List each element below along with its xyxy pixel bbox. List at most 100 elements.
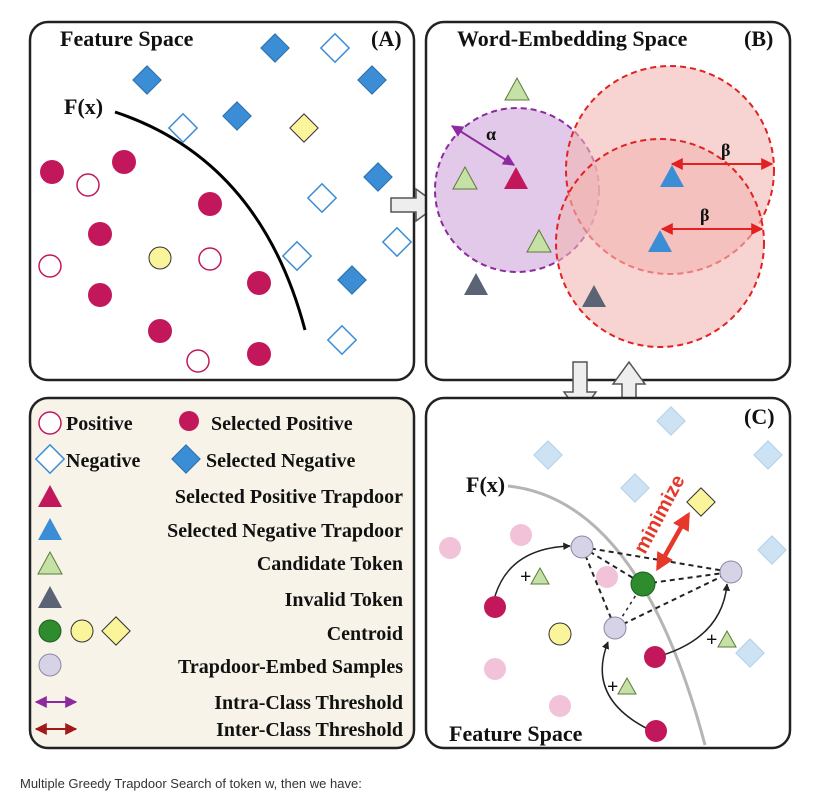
candidate-token-marker [530,566,550,585]
panel-a-feature-space: Feature Space (A) F(x) [28,20,416,382]
legend-selected-negative-trapdoor-icon [38,518,62,540]
invalid-token-marker [464,273,488,295]
dashed-link [614,571,732,629]
selected-positive-marker [645,720,667,742]
faded-negative-marker [656,406,686,436]
embed-arrow [652,583,731,659]
trapdoor-embed-sample [603,616,627,640]
selected-negative-trapdoor-marker [648,230,672,252]
embed-arrow [494,542,571,597]
decision-boundary-c [507,484,707,746]
positive-marker [186,349,210,373]
legend-selected-negative-icon [171,444,201,474]
figure-caption: Multiple Greedy Trapdoor Search of token… [20,776,362,791]
faded-negative-marker [753,440,783,470]
positive-marker [198,247,222,271]
legend-candidate-token-label: Candidate Token [257,553,403,575]
beta-label-lower: β [700,205,709,225]
faded-negative-marker [735,638,765,668]
plus-sign: + [706,629,717,651]
selected-positive-marker [198,192,222,216]
centroid-yellow-diamond [686,487,716,517]
selected-positive-marker [148,319,172,343]
alpha-label: α [486,124,496,144]
plus-sign: + [520,566,531,588]
faded-negative-marker [533,440,563,470]
faded-positive-marker [596,566,618,588]
legend-inter-class-label: Inter-Class Threshold [216,719,403,741]
legend-positive-label: Positive [66,413,133,435]
selected-positive-marker [112,150,136,174]
panel-a-tag: (A) [371,26,402,51]
selected-positive-marker [88,283,112,307]
legend-selected-positive-icon [179,411,199,431]
centroid-yellow-circle [548,622,572,646]
legend-centroid-yellow-diamond-icon [101,616,131,646]
legend-centroid-green-icon [38,619,62,643]
selected-positive-marker [88,222,112,246]
dashed-link [581,546,644,585]
selected-negative-trapdoor-marker [660,165,684,187]
panel-c-footer-title: Feature Space [449,721,583,746]
panel-b-word-embedding-space: Word-Embedding Space (B) α β β [424,20,792,382]
faded-negative-marker [757,535,787,565]
candidate-token-marker [504,76,530,101]
embed-arrow [601,641,655,733]
alpha-arrow [450,125,516,166]
panel-c-feature-space: (C) F(x) minimize [424,396,792,750]
candidate-token-marker [526,228,552,253]
candidate-token-marker [717,629,737,648]
selected-negative-marker [260,33,290,63]
selected-positive-marker [247,342,271,366]
selected-negative-marker [357,65,387,95]
legend-centroid-label: Centroid [327,623,403,645]
invalid-token-marker [582,285,606,307]
centroid-yellow-diamond [289,113,319,143]
selected-positive-marker [484,596,506,618]
faded-negative-marker [620,473,650,503]
negative-marker [326,324,358,356]
beta-label-upper: β [721,140,730,160]
dashed-link [581,546,616,629]
legend-negative-icon [34,443,66,475]
selected-positive-marker [644,646,666,668]
candidate-token-marker [617,676,637,695]
centroid-green-marker [630,571,656,597]
positive-marker [38,254,62,278]
trapdoor-embed-sample [719,560,743,584]
legend-selected-positive-label: Selected Positive [211,413,353,435]
selected-positive-marker [247,271,271,295]
legend-positive-icon [38,411,62,435]
negative-marker [167,112,199,144]
faded-positive-marker [439,537,461,559]
legend-selected-negative-label: Selected Negative [206,450,356,472]
selected-negative-marker [132,65,162,95]
panel-b-title: Word-Embedding Space [457,26,688,51]
decision-boundary-a [114,110,307,331]
legend-trapdoor-embed-samples-label: Trapdoor-Embed Samples [178,656,403,678]
negative-marker [381,226,413,258]
faded-positive-marker [510,524,532,546]
negative-marker [319,32,351,64]
selected-positive-trapdoor-marker [504,167,528,189]
plus-sign: + [607,676,618,698]
minimize-arrow [656,511,690,572]
candidate-token-marker [452,165,478,190]
faded-positive-marker [484,658,506,680]
figure-canvas: Feature Space (A) F(x) [28,20,792,750]
legend-intra-class-label: Intra-Class Threshold [214,692,403,714]
legend-candidate-token-icon [37,550,63,575]
selected-negative-marker [363,162,393,192]
legend-trapdoor-embed-sample-icon [38,653,62,677]
selected-positive-marker [40,160,64,184]
legend-centroid-yellow-circle-icon [70,619,94,643]
panel-a-function-label: F(x) [64,94,103,119]
faded-positive-marker [549,695,571,717]
legend-invalid-token-icon [38,586,62,608]
legend-negative-label: Negative [66,450,141,472]
positive-marker [76,173,100,197]
panel-a-title: Feature Space [60,26,194,51]
panel-b-tag: (B) [744,26,773,51]
legend-selected-positive-trapdoor-label: Selected Positive Trapdoor [175,486,403,508]
selected-negative-marker [222,101,252,131]
